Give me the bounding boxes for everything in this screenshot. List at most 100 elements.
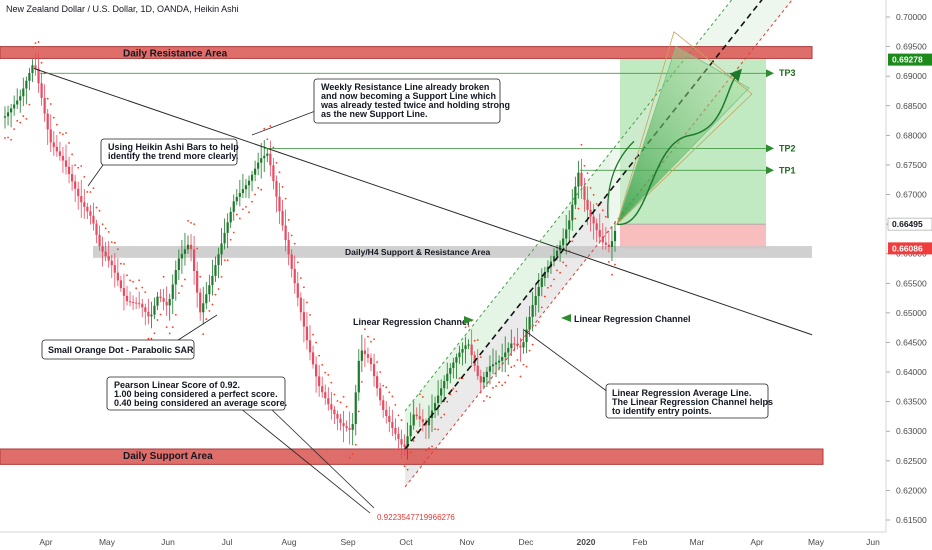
sar-dot — [595, 202, 598, 205]
sar-dot — [116, 248, 119, 251]
candle-body — [113, 265, 116, 273]
sar-dot — [318, 354, 321, 357]
candle-body — [107, 256, 110, 261]
sar-dot — [537, 321, 540, 323]
sar-dot — [19, 121, 22, 124]
candle-body — [455, 357, 458, 363]
candle-body — [202, 303, 205, 313]
candle-body — [174, 270, 177, 285]
candle-body — [241, 189, 244, 194]
candle-body — [498, 360, 501, 363]
candle-body — [333, 409, 336, 415]
sar-dot — [364, 328, 366, 331]
sar-dot — [174, 313, 177, 316]
sar-dot — [187, 220, 189, 222]
sar-dot — [120, 262, 122, 265]
sar-dot — [171, 326, 174, 329]
candle-body — [406, 436, 409, 448]
sar-dot — [22, 115, 25, 117]
sar-dot — [376, 361, 378, 364]
candle-body — [357, 360, 360, 393]
sar-dot — [577, 207, 580, 210]
candle-body — [244, 185, 248, 190]
y-tick-label: 0.70000 — [896, 12, 927, 22]
sar-dot — [486, 395, 488, 398]
sar-dot — [40, 61, 43, 64]
candle-body — [290, 254, 293, 269]
weekly-resistance-callout: Weekly Resistance Line already broken an… — [251, 78, 510, 136]
sar-dot — [446, 400, 449, 403]
candle-body — [189, 244, 193, 250]
candle-body — [568, 220, 571, 230]
candle-body — [80, 196, 83, 203]
candle-body — [400, 439, 403, 445]
sar-dot — [242, 208, 244, 211]
sar-dot — [467, 325, 470, 327]
candle-body — [308, 340, 312, 353]
sar-dot — [272, 146, 275, 149]
sar-dot — [534, 324, 537, 327]
candle-body — [574, 186, 577, 205]
candle-body — [360, 350, 363, 361]
sar-dot — [208, 309, 211, 312]
parabolic-sar-callout: Small Orange Dot - Parabolic SAR — [41, 314, 218, 360]
candle-body — [122, 288, 126, 296]
candle-body — [339, 418, 342, 424]
sar-dot — [412, 440, 415, 442]
y-tick-label: 0.64000 — [896, 367, 927, 377]
candle-body — [186, 244, 190, 250]
sar-dot — [455, 390, 458, 393]
candle-series — [3, 52, 617, 460]
candle-body — [305, 326, 309, 341]
candle-body — [510, 343, 513, 349]
sar-dot — [235, 213, 238, 216]
candle-body — [577, 172, 580, 187]
candle-body — [55, 146, 58, 152]
candle-body — [193, 249, 196, 271]
sar-dot — [263, 127, 266, 130]
candle-body — [321, 386, 324, 393]
candle-body — [592, 216, 595, 224]
candle-body — [211, 275, 214, 286]
sar-dot — [123, 263, 125, 265]
price-tag-bg — [887, 217, 932, 231]
y-tick-label: 0.67000 — [896, 190, 927, 200]
weekly-callout-line-2: and now becoming a Support Line which — [321, 91, 496, 101]
candle-body — [528, 316, 531, 330]
candle-body — [440, 388, 443, 396]
candle-body — [254, 168, 257, 175]
sar-dot — [415, 430, 418, 433]
price-tags: 0.69278 0.66495 0.66086 — [887, 53, 932, 255]
sar-dot — [562, 261, 565, 264]
x-tick-label: Nov — [459, 537, 475, 547]
sar-dot — [260, 188, 263, 191]
tp3-marker: TP3 — [766, 68, 796, 78]
sar-dot — [464, 326, 467, 329]
sar-dot — [507, 374, 510, 377]
sar-dot — [495, 385, 497, 387]
pearson-callout-line-2: 1.00 being considered a perfect score. — [114, 389, 278, 399]
sar-dot — [510, 366, 513, 369]
daily-resistance-label: Daily Resistance Area — [123, 49, 228, 60]
sar-dot — [528, 349, 531, 352]
sar-dot — [452, 387, 455, 390]
candle-body — [86, 206, 89, 212]
candle-body — [171, 284, 174, 299]
sar-dot — [370, 340, 372, 343]
candle-body — [415, 414, 418, 417]
candle-body — [150, 314, 153, 317]
sar-dot — [574, 217, 577, 220]
sar-dot — [214, 293, 217, 296]
candle-body — [452, 362, 455, 368]
candle-body — [342, 423, 345, 427]
regression-average-line — [404, 0, 763, 450]
candle-body — [16, 100, 19, 105]
weekly-callout-line-3: was already tested twice and holding str… — [320, 100, 510, 110]
candle-body — [46, 113, 49, 130]
candle-body — [525, 329, 528, 343]
projection-fan — [607, 31, 753, 226]
candle-body — [501, 357, 504, 361]
sar-dot — [25, 118, 28, 120]
candle-body — [238, 193, 241, 197]
sar-dot — [162, 275, 165, 278]
